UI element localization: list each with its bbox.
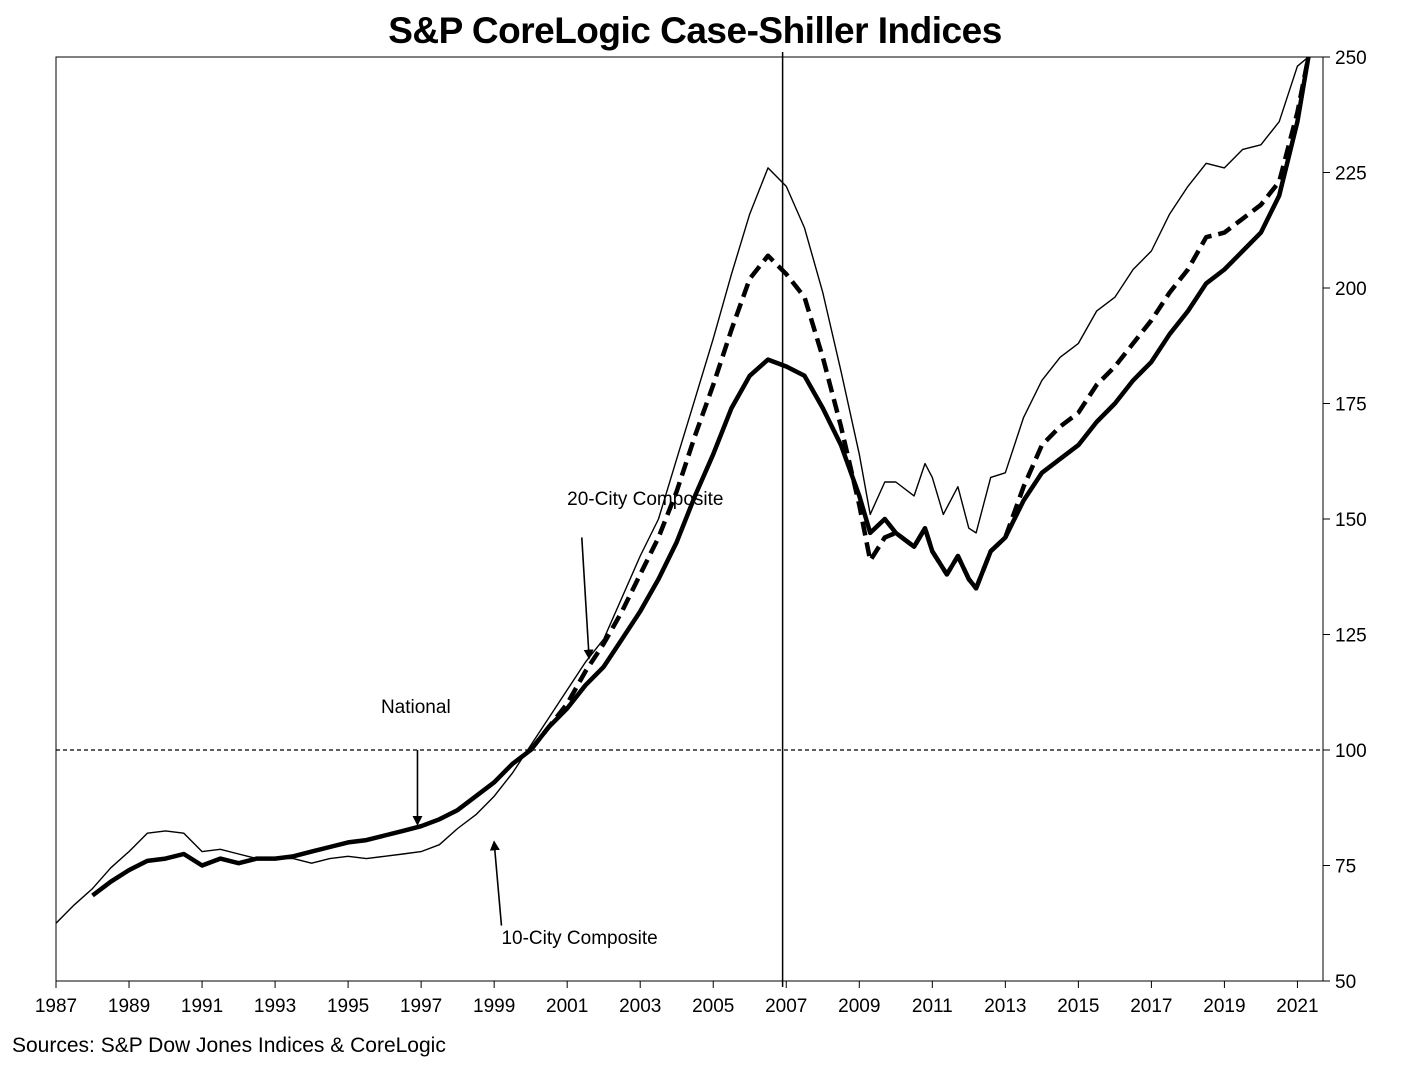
x-tick-label: 2003 [619,996,661,1017]
plot-frame [55,56,1324,982]
x-tick-label: 1993 [254,996,296,1017]
y-tick-label: 250 [1335,48,1367,69]
y-tick-label: 150 [1335,510,1367,531]
x-tick-label: 2021 [1276,996,1318,1017]
annotation-label-20-city-composite: 20-City Composite [567,489,723,510]
x-tick-label: 1991 [181,996,223,1017]
x-tick-label: 2015 [1057,996,1099,1017]
annotation-label-10-city-composite: 10-City Composite [501,928,657,949]
x-tick-label: 2001 [546,996,588,1017]
annotation-arrow-10-city-composite [489,840,503,926]
x-tick-label: 1989 [108,996,150,1017]
y-tick-label: 75 [1335,857,1356,878]
x-tick-label: 1999 [473,996,515,1017]
y-tick-label: 200 [1335,279,1367,300]
x-tick-label: 2017 [1130,996,1172,1017]
source-note: Sources: S&P Dow Jones Indices & CoreLog… [12,1034,446,1057]
y-tick-label: 125 [1335,626,1367,647]
x-tick-label: 2007 [765,996,807,1017]
series-line-national [91,56,1311,898]
y-tick-label: 50 [1335,972,1356,993]
annotation-label-national: National [381,697,451,718]
x-tick-label: 1997 [400,996,442,1017]
y-tick-label: 225 [1335,164,1367,185]
x-tick-label: 1995 [327,996,369,1017]
series-line-20-city-composite [528,56,1311,752]
x-tick-label: 2009 [838,996,880,1017]
annotation-arrow-20-city-composite [580,537,594,660]
x-tick-label: 2005 [692,996,734,1017]
y-tick-label: 100 [1335,741,1367,762]
x-tick-label: 2019 [1203,996,1245,1017]
y-tick-label: 175 [1335,395,1367,416]
x-tick-label: 1987 [35,996,77,1017]
x-tick-label: 2011 [912,996,953,1017]
x-tick-label: 2013 [984,996,1026,1017]
chart-title: S&P CoreLogic Case-Shiller Indices [388,10,1002,51]
